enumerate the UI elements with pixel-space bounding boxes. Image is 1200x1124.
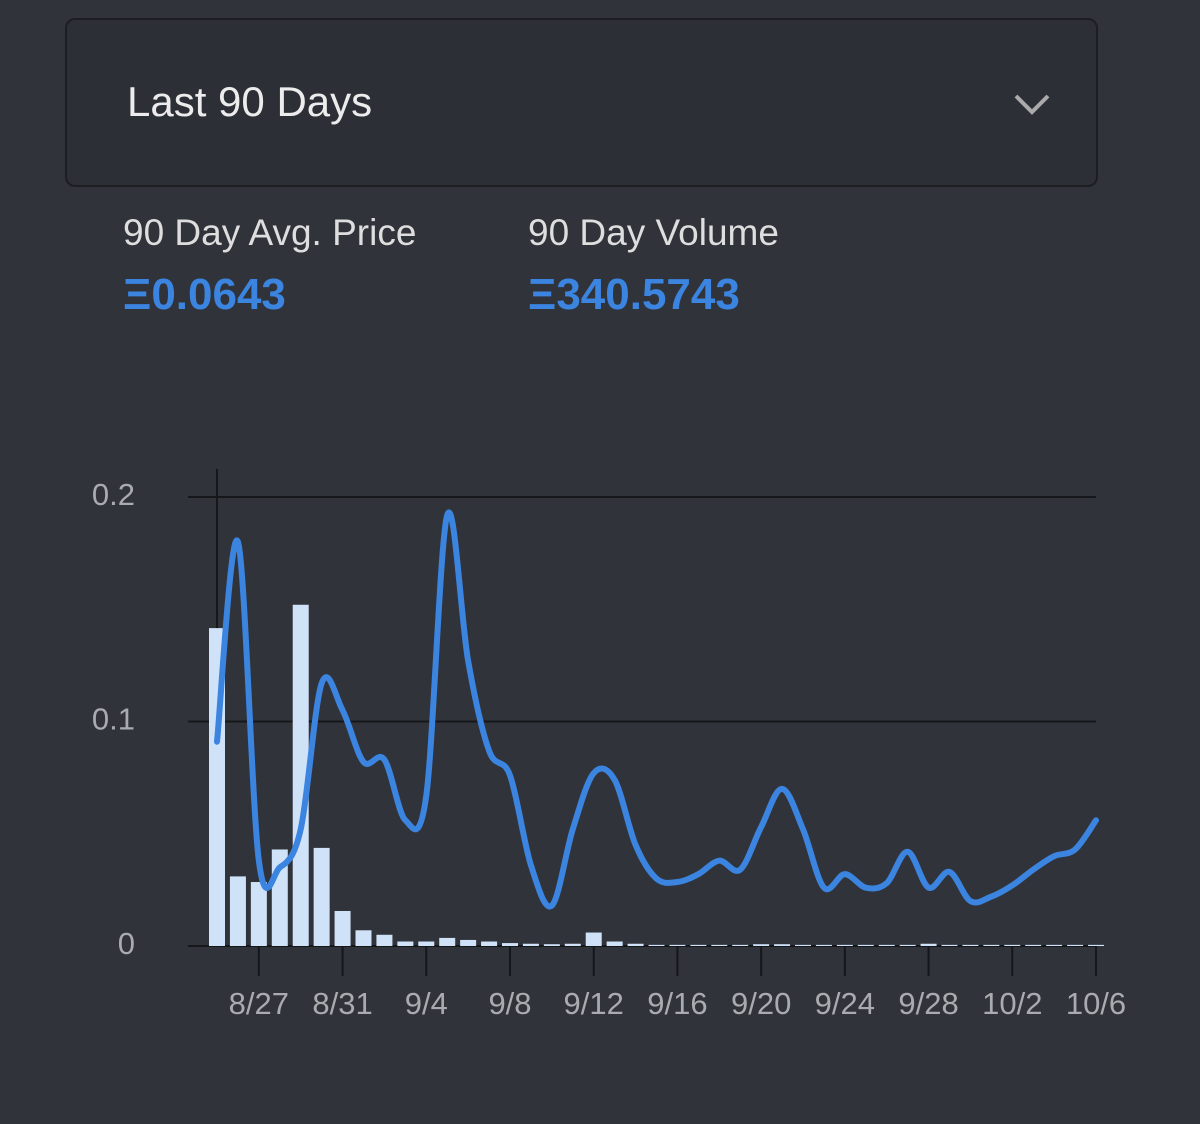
bar: [836, 944, 853, 946]
bar: [229, 876, 246, 946]
bar: [209, 628, 225, 946]
x-tick-label: 9/12: [564, 986, 624, 1021]
bar: [962, 944, 979, 946]
stat: 90 Day Avg. Price Ξ0.0643: [123, 212, 416, 320]
bar: [815, 944, 832, 946]
bar: [795, 944, 811, 946]
bar: [481, 941, 498, 946]
dropdown-label: Last 90 Days: [127, 78, 373, 125]
bar: [732, 944, 749, 946]
y-tick-label: 0.1: [92, 702, 135, 737]
bar: [397, 941, 414, 946]
bar: [292, 604, 309, 946]
bar: [250, 882, 267, 946]
bar: [899, 944, 916, 946]
stat-label: 90 Day Volume: [528, 212, 779, 253]
bar: [920, 943, 937, 946]
stat-label: 90 Day Avg. Price: [123, 212, 417, 253]
bar: [857, 944, 874, 946]
x-tick-label: 9/16: [647, 986, 707, 1021]
bar: [418, 941, 435, 946]
bar: [1088, 944, 1104, 946]
x-tick-label: 8/31: [312, 986, 372, 1021]
bar: [1004, 944, 1021, 946]
bar: [753, 944, 770, 946]
bar: [690, 944, 707, 946]
bar: [564, 943, 581, 946]
stat-value: Ξ0.0643: [123, 270, 286, 319]
bar: [774, 944, 791, 946]
y-tick-label: 0: [118, 926, 135, 961]
bar: [460, 939, 477, 946]
bar: [941, 944, 958, 946]
bar: [585, 932, 602, 946]
bar: [376, 934, 393, 946]
bar: [669, 944, 686, 946]
range-dropdown[interactable]: Last 90 Days: [65, 18, 1098, 187]
bar: [1025, 944, 1042, 946]
bar: [439, 937, 456, 946]
x-tick-label: 9/28: [898, 986, 958, 1021]
x-tick-label: 9/4: [405, 986, 448, 1021]
x-tick-label: 10/6: [1066, 986, 1126, 1021]
bar: [648, 944, 665, 946]
bar: [271, 849, 288, 946]
x-tick-label: 9/8: [488, 986, 531, 1021]
bar: [313, 847, 330, 946]
stat: 90 Day Volume Ξ340.5743: [528, 212, 779, 320]
x-tick-label: 9/24: [815, 986, 875, 1021]
bar: [355, 930, 372, 946]
x-tick-label: 9/20: [731, 986, 791, 1021]
chevron-icon: [1014, 94, 1050, 115]
x-tick-label: 8/27: [229, 986, 289, 1021]
bar: [334, 910, 351, 946]
x-tick-label: 10/2: [982, 986, 1042, 1021]
bar: [1046, 944, 1063, 946]
bar: [1067, 944, 1084, 946]
bar: [711, 944, 728, 946]
y-tick-label: 0.2: [92, 477, 135, 512]
bar: [606, 941, 623, 946]
bar: [983, 944, 1000, 946]
stat-value: Ξ340.5743: [528, 270, 740, 319]
bar: [878, 944, 895, 946]
bar: [627, 943, 644, 946]
price-line: [214, 509, 1099, 910]
bar: [502, 943, 518, 946]
bar: [543, 944, 560, 946]
bar: [522, 943, 539, 946]
